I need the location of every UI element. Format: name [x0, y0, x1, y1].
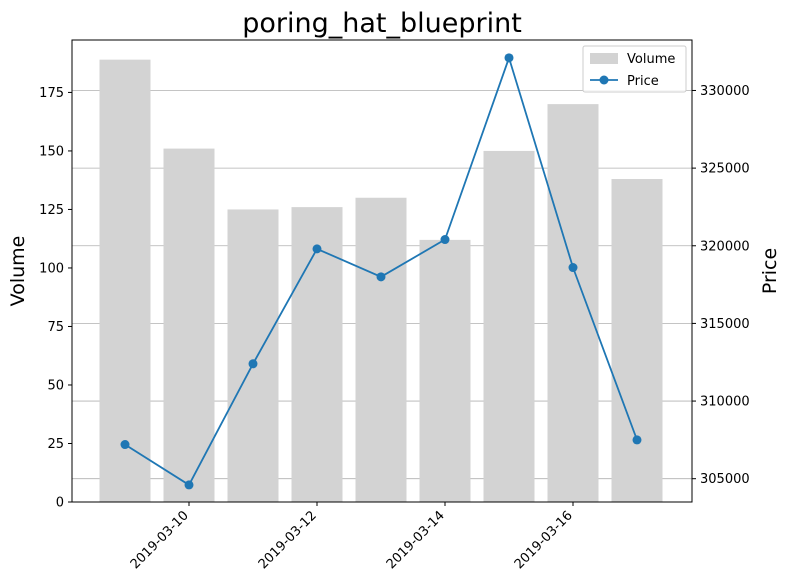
tick-label-right-305000: 305000 [700, 472, 750, 487]
point-price-2019-03-12 [312, 244, 322, 254]
tick-label-x-2019-03-12: 2019-03-12 [256, 508, 320, 572]
tick-label-left-150: 150 [39, 144, 64, 159]
bar-volume-2019-03-09 [99, 59, 151, 502]
tick-label-x-2019-03-10: 2019-03-10 [128, 508, 192, 572]
point-price-2019-03-16 [568, 263, 578, 273]
point-price-2019-03-13 [376, 272, 386, 282]
legend-label-price: Price [627, 74, 659, 89]
tick-label-left-175: 175 [39, 86, 64, 101]
tick-label-right-330000: 330000 [700, 84, 750, 99]
tick-label-left-0: 0 [56, 496, 64, 511]
tick-label-left-25: 25 [47, 437, 64, 452]
tick-label-left-125: 125 [39, 203, 64, 218]
point-price-2019-03-17 [632, 435, 642, 445]
y-axis-title-right: Price [759, 248, 781, 294]
left-axis: 0 25 50 75 100 125 150 175 [39, 86, 72, 511]
tick-label-left-100: 100 [39, 261, 64, 276]
bar-volume-2019-03-10 [163, 148, 215, 502]
tick-label-right-315000: 315000 [700, 317, 750, 332]
y-axis-title-left: Volume [7, 236, 29, 307]
x-axis: 2019-03-10 2019-03-12 2019-03-14 2019-03-16 [128, 502, 576, 572]
bar-volume-2019-03-16 [547, 104, 599, 503]
right-axis: 305000 310000 315000 320000 325000 330000 [692, 84, 750, 487]
legend-swatch-volume [590, 53, 618, 64]
bar-volume-2019-03-13 [355, 197, 407, 502]
tick-label-x-2019-03-14: 2019-03-14 [384, 508, 448, 572]
plot-frame [71, 39, 693, 503]
tick-label-right-325000: 325000 [700, 162, 750, 177]
chart-title: poring_hat_blueprint [242, 8, 522, 39]
bar-volume-2019-03-15 [483, 150, 535, 503]
tick-label-right-310000: 310000 [700, 395, 750, 410]
point-price-2019-03-14 [440, 235, 450, 245]
bar-volume-2019-03-14 [419, 239, 471, 502]
line-layer [120, 53, 642, 490]
point-price-2019-03-11 [248, 359, 258, 369]
point-price-2019-03-09 [120, 440, 130, 450]
bar-volume-2019-03-17 [611, 179, 663, 502]
legend-label-volume: Volume [627, 52, 675, 67]
tick-label-x-2019-03-16: 2019-03-16 [512, 508, 576, 572]
point-price-2019-03-10 [184, 480, 194, 490]
tick-label-left-50: 50 [47, 378, 64, 393]
bar-volume-2019-03-11 [227, 209, 279, 502]
bars-layer [99, 59, 663, 503]
legend: Volume Price [582, 45, 687, 93]
tick-label-right-320000: 320000 [700, 239, 750, 254]
legend-swatch-price-marker [599, 75, 609, 85]
point-price-2019-03-15 [504, 53, 514, 63]
tick-label-left-75: 75 [47, 320, 64, 335]
